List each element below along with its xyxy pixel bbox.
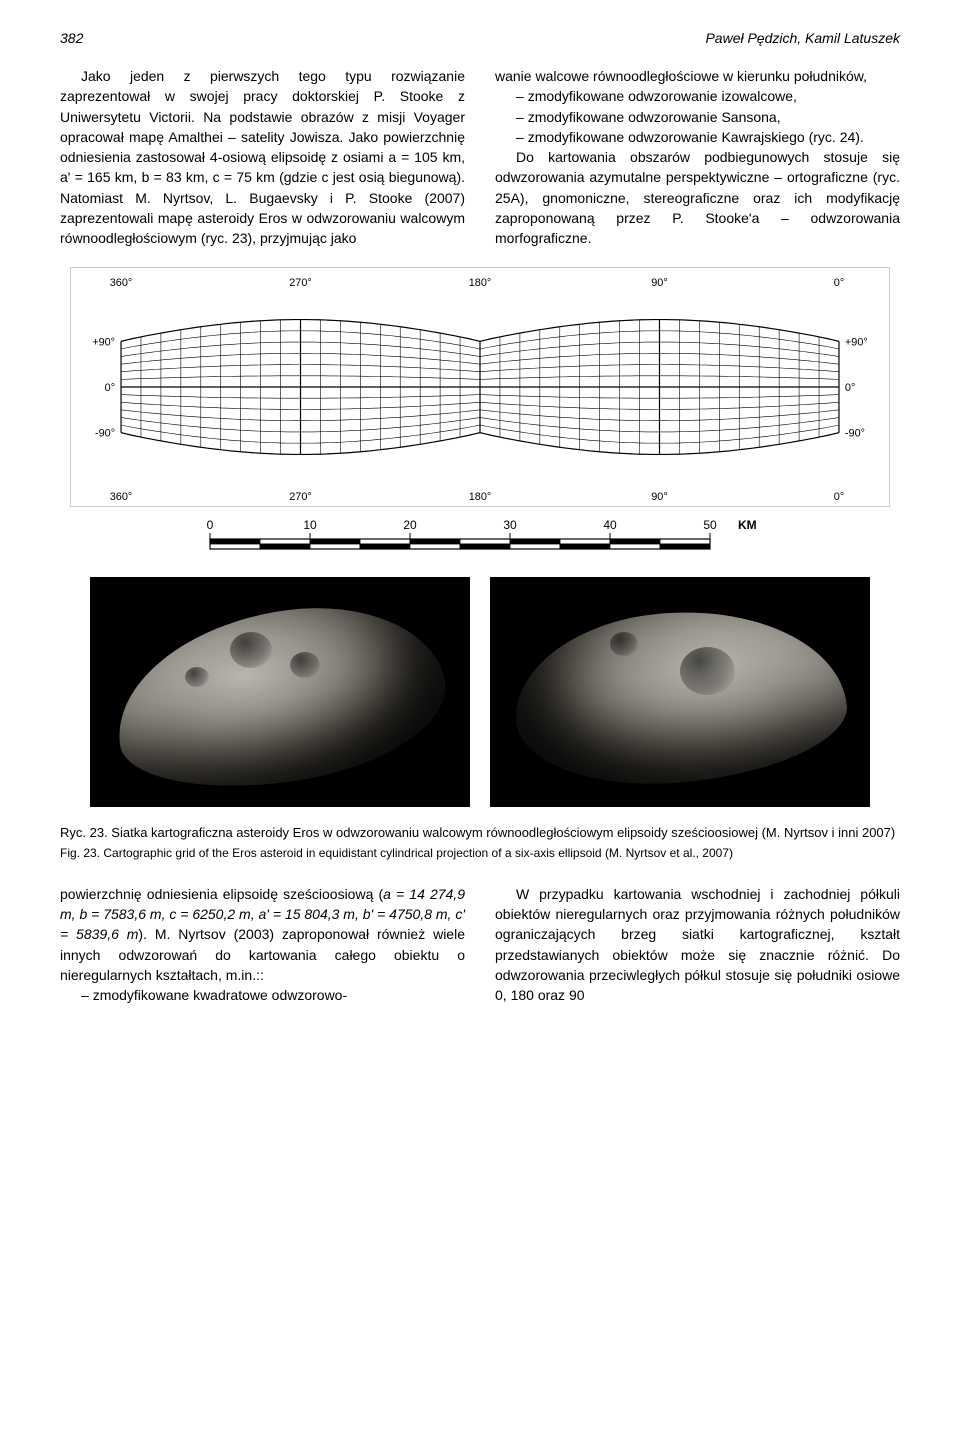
svg-text:50: 50: [703, 518, 717, 532]
figure-caption-en: Fig. 23. Cartographic grid of the Eros a…: [60, 846, 900, 860]
svg-text:+90°: +90°: [845, 336, 868, 348]
crater: [680, 647, 735, 695]
svg-text:180°: 180°: [469, 277, 492, 289]
body-list-right: zmodyfikowane odwzorowanie izowalcowe,zm…: [495, 86, 900, 147]
page-number: 382: [60, 30, 83, 46]
list-item: zmodyfikowane odwzorowanie Kawrajskiego …: [516, 127, 900, 147]
crater: [185, 667, 209, 687]
caption-text: Siatka kartograficzna asteroidy Eros w o…: [111, 825, 895, 840]
header-authors: Paweł Pędzich, Kamil Latuszek: [705, 30, 900, 46]
list-item: zmodyfikowane odwzorowanie izowalcowe,: [516, 86, 900, 106]
svg-text:90°: 90°: [651, 491, 667, 503]
list-item: zmodyfikowane kwadratowe odwzorowo-: [81, 985, 465, 1005]
svg-text:-90°: -90°: [95, 427, 115, 439]
figure-caption-pl: Ryc. 23. Siatka kartograficzna asteroidy…: [60, 825, 900, 840]
crater: [290, 652, 320, 678]
body-list-bottom-left: zmodyfikowane kwadratowe odwzorowo-: [60, 985, 465, 1005]
caption-text-en: Cartographic grid of the Eros asteroid i…: [103, 846, 733, 860]
svg-text:360°: 360°: [110, 277, 133, 289]
crater: [230, 632, 272, 668]
svg-text:0°: 0°: [105, 382, 115, 394]
asteroid-photo-right: [490, 577, 870, 807]
cartographic-grid-diagram: 360° 360° 270° 270° 180° 180° 90° 90° 0° 0° +90° +9…: [70, 267, 890, 507]
svg-text:20: 20: [403, 518, 417, 532]
asteroid-shape: [507, 595, 853, 799]
crater: [610, 632, 638, 656]
svg-text:360°: 360°: [110, 491, 133, 503]
svg-text:0°: 0°: [834, 491, 844, 503]
svg-text:270°: 270°: [289, 491, 312, 503]
body-para-right-2: Do kartowania obszarów podbiegunowych st…: [495, 147, 900, 248]
svg-text:270°: 270°: [289, 277, 312, 289]
svg-text:90°: 90°: [651, 277, 667, 289]
svg-text:0°: 0°: [845, 382, 855, 394]
body-para-bottom-left: powierzchnię odniesienia elipsoidę sześc…: [60, 884, 465, 985]
caption-label-en: Fig. 23.: [60, 846, 103, 860]
svg-text:0°: 0°: [834, 277, 844, 289]
svg-text:+90°: +90°: [92, 336, 115, 348]
body-para-right-1: wanie walcowe równoodległościowe w kieru…: [495, 66, 900, 86]
asteroid-photo-left: [90, 577, 470, 807]
caption-label: Ryc. 23.: [60, 825, 111, 840]
body-para-bottom-right: W przypadku kartowania wschodniej i zach…: [495, 884, 900, 1006]
asteroid-shape: [105, 590, 455, 804]
svg-text:180°: 180°: [469, 491, 492, 503]
svg-text:-90°: -90°: [845, 427, 865, 439]
svg-text:0: 0: [207, 518, 214, 532]
body-para-left-1: Jako jeden z pierwszych tego typu rozwią…: [60, 66, 465, 249]
svg-text:KM: KM: [738, 518, 757, 532]
text-fragment: powierzchnię odniesienia elipsoidę sześc…: [60, 886, 383, 902]
list-item: zmodyfikowane odwzorowanie Sansona,: [516, 107, 900, 127]
svg-text:30: 30: [503, 518, 517, 532]
scale-bar: 0 10 20 30 40 50 KM: [70, 513, 890, 563]
svg-text:10: 10: [303, 518, 317, 532]
svg-text:40: 40: [603, 518, 617, 532]
